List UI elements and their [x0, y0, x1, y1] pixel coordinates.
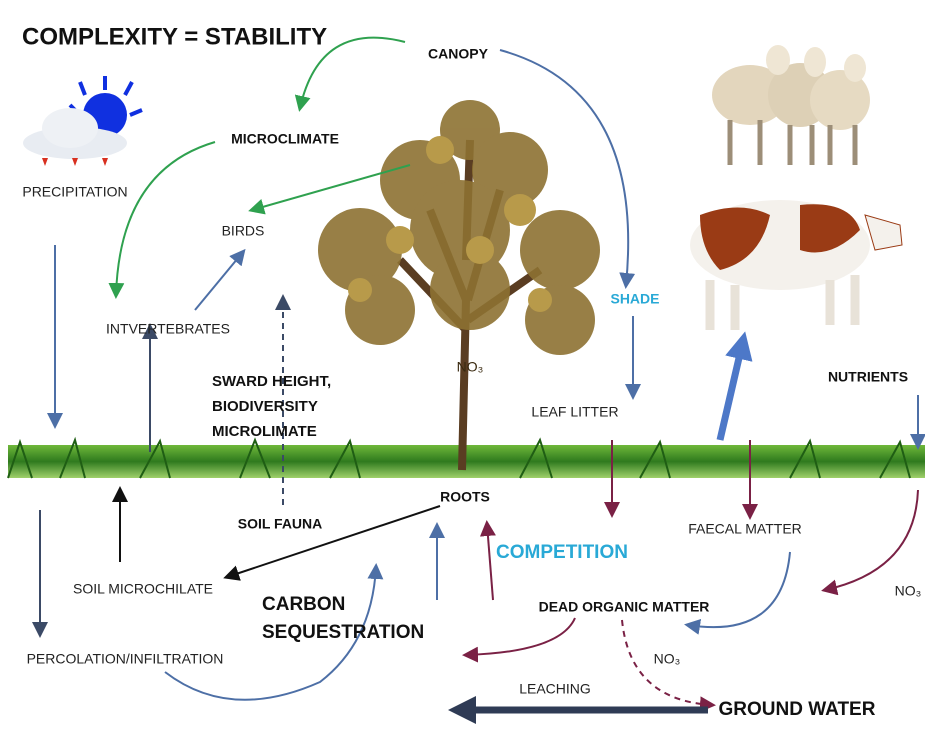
node-label: LEAF LITTER	[531, 404, 618, 420]
node-label: SHADE	[610, 291, 659, 307]
node-label: PERCOLATION/INFILTRATION	[27, 651, 224, 667]
node-label: GROUND WATER	[719, 699, 876, 720]
node-label: ROOTS	[440, 489, 490, 505]
node-label: LEACHING	[519, 681, 591, 697]
node-label: CANOPY	[428, 46, 489, 62]
node-label: FAECAL MATTER	[688, 521, 802, 537]
node-label: SEQUESTRATION	[262, 622, 424, 643]
node-label: BIODIVERSITY	[212, 398, 318, 415]
node-label: NO₃	[457, 359, 484, 375]
cow	[690, 200, 902, 330]
node-label: SOIL FAUNA	[238, 516, 323, 532]
sheep	[712, 45, 870, 165]
node-label: MICROCLIMATE	[231, 131, 339, 147]
node-label: NUTRIENTS	[828, 369, 908, 385]
node-label: SOIL MICROCHILATE	[73, 581, 213, 597]
diagram: COMPLEXITY = STABILITY CANOPY MICROCLIMA…	[0, 0, 925, 737]
node-label: COMPETITION	[496, 542, 628, 563]
title: COMPLEXITY = STABILITY	[22, 23, 327, 50]
weather-icon	[23, 76, 142, 166]
node-label: NO₃	[895, 583, 922, 599]
node-label: BIRDS	[222, 223, 265, 239]
node-label: DEAD ORGANIC MATTER	[539, 599, 710, 615]
node-label: SWARD HEIGHT,	[212, 373, 331, 390]
node-label: INTVERTEBRATES	[106, 321, 230, 337]
node-label: PRECIPITATION	[22, 184, 127, 200]
node-label: MICROLIMATE	[212, 423, 317, 440]
node-label: CARBON	[262, 594, 345, 615]
node-label: NO₃	[654, 651, 681, 667]
